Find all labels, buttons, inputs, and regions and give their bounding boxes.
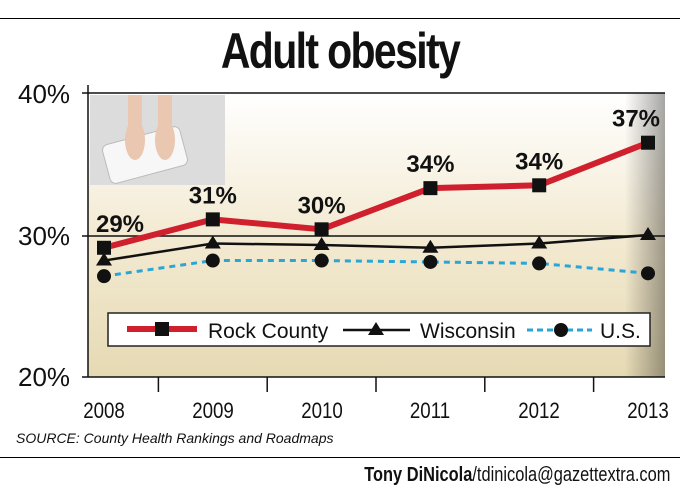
legend-us: U.S. bbox=[600, 320, 641, 343]
x-tick-label-2012: 2012 bbox=[518, 398, 560, 423]
point-rock-county-2010 bbox=[314, 222, 329, 237]
y-tick-30: 30% bbox=[18, 221, 71, 251]
series-line-2 bbox=[103, 259, 649, 278]
x-tick-label-2011: 2011 bbox=[410, 398, 451, 423]
data-label-2009: 31% bbox=[189, 182, 237, 209]
point-us-2011 bbox=[423, 254, 438, 269]
bottom-rule bbox=[0, 457, 680, 458]
legend: Rock County Wisconsin U.S. bbox=[107, 312, 651, 347]
legend-triangle-marker bbox=[368, 322, 384, 335]
data-label-2013: 37% bbox=[612, 106, 660, 133]
point-us-2012 bbox=[532, 256, 547, 271]
point-us-2013 bbox=[641, 266, 655, 281]
credit-name: Tony DiNicola bbox=[363, 464, 472, 486]
x-tick-label-2010: 2010 bbox=[300, 398, 343, 423]
source-note: SOURCE: County Health Rankings and Roadm… bbox=[16, 430, 334, 446]
point-wisconsin-2009 bbox=[204, 235, 221, 249]
credit-email: /tdinicola@gazettextra.com bbox=[471, 464, 670, 486]
point-us-2008 bbox=[97, 269, 111, 284]
point-wisconsin-2010 bbox=[313, 236, 330, 250]
point-rock-county-2013 bbox=[641, 135, 655, 150]
data-label-2008: 29% bbox=[96, 211, 144, 238]
x-tick-label-2013: 2013 bbox=[627, 398, 669, 423]
series-line-0 bbox=[103, 139, 650, 251]
y-tick-20: 20% bbox=[18, 362, 71, 392]
point-wisconsin-2012 bbox=[531, 235, 548, 249]
series-line-1 bbox=[103, 233, 649, 262]
data-label-2011: 34% bbox=[406, 151, 454, 178]
point-rock-county-2012 bbox=[532, 178, 547, 193]
point-rock-county-2009 bbox=[205, 212, 220, 227]
legend-square-marker bbox=[155, 322, 169, 336]
x-tick-label-2009: 2009 bbox=[191, 398, 234, 423]
legend-wisconsin: Wisconsin bbox=[420, 320, 516, 343]
top-rule bbox=[0, 18, 680, 19]
point-us-2010 bbox=[314, 253, 329, 268]
legend-circle-marker bbox=[554, 323, 568, 337]
data-label-2010: 30% bbox=[298, 192, 346, 219]
scale-photo bbox=[90, 95, 225, 185]
point-wisconsin-2008 bbox=[96, 252, 112, 266]
credit-line: Tony DiNicola/tdinicola@gazettextra.com bbox=[364, 464, 670, 487]
point-rock-county-2011 bbox=[423, 181, 438, 196]
data-label-2012: 34% bbox=[515, 148, 563, 175]
point-wisconsin-2011 bbox=[422, 239, 439, 253]
legend-rock-county: Rock County bbox=[208, 320, 329, 343]
point-us-2009 bbox=[205, 253, 220, 268]
y-tick-40: 40% bbox=[18, 79, 71, 109]
chart-title: Adult obesity bbox=[220, 23, 461, 79]
point-rock-county-2008 bbox=[97, 240, 111, 255]
x-tick-label-2008: 2008 bbox=[83, 398, 125, 423]
point-wisconsin-2013 bbox=[640, 227, 656, 240]
